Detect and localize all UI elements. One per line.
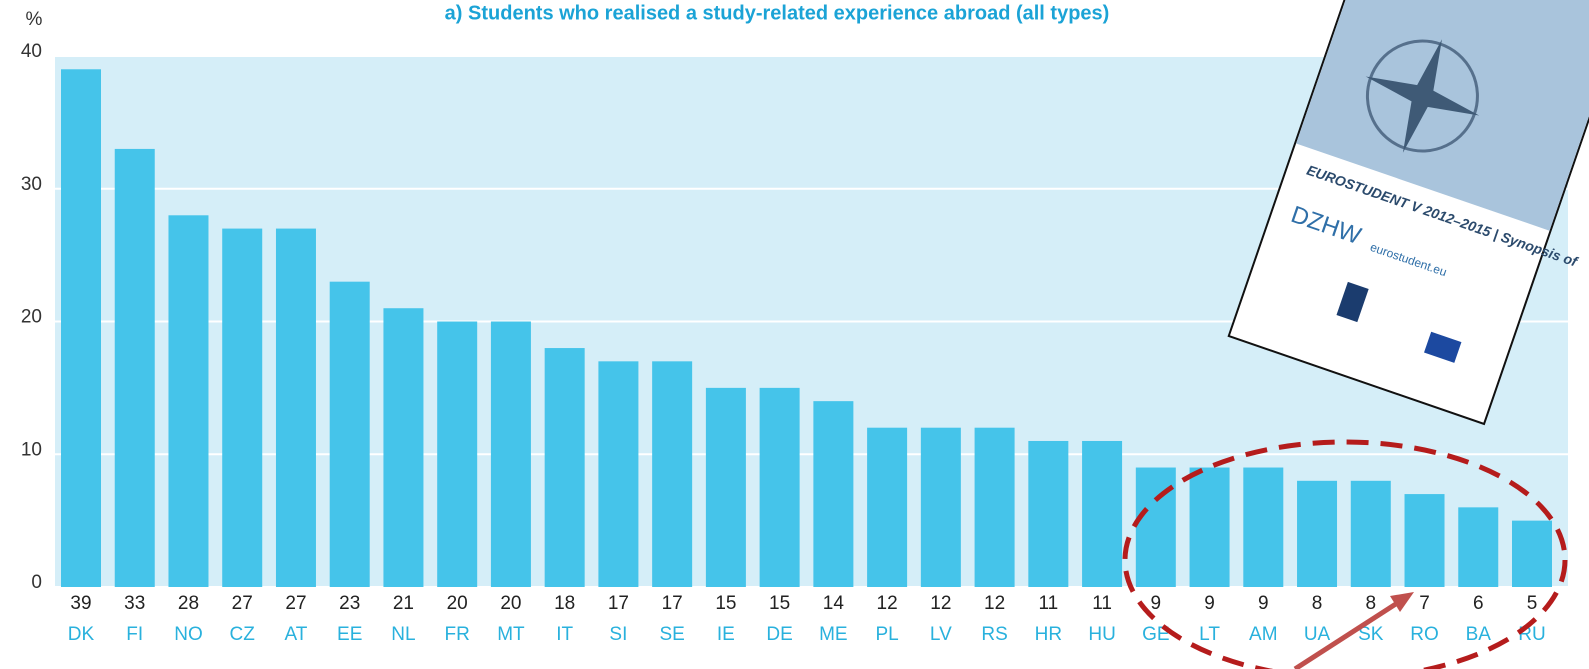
bar: [1405, 494, 1445, 587]
value-label: 27: [285, 593, 306, 614]
x-tick-label: CZ: [230, 624, 256, 645]
bar: [1136, 468, 1176, 587]
x-tick-label: HU: [1088, 624, 1115, 645]
bar: [222, 229, 262, 587]
y-tick-label: 20: [21, 307, 42, 328]
x-tick-label: IE: [717, 624, 735, 645]
value-label: 7: [1419, 593, 1430, 614]
bar: [437, 322, 477, 588]
y-tick-label: 40: [21, 41, 42, 62]
bar: [921, 428, 961, 587]
x-tick-label: PL: [875, 624, 898, 645]
x-tick-label: MT: [497, 624, 525, 645]
value-label: 27: [232, 593, 253, 614]
value-label: 28: [178, 593, 199, 614]
x-tick-label: NO: [174, 624, 203, 645]
bar: [760, 388, 800, 587]
bar: [276, 229, 316, 587]
value-label: 12: [984, 593, 1005, 614]
bar: [1082, 441, 1122, 587]
y-axis-label: %: [26, 9, 43, 30]
bar: [1458, 507, 1498, 587]
value-label: 12: [877, 593, 898, 614]
bar: [1351, 481, 1391, 587]
value-label: 18: [554, 593, 575, 614]
value-label: 12: [930, 593, 951, 614]
bar: [1512, 521, 1552, 587]
bar: [383, 308, 423, 587]
value-label: 15: [715, 593, 736, 614]
x-tick-label: DE: [766, 624, 792, 645]
x-tick-label: FI: [126, 624, 143, 645]
value-label: 11: [1092, 593, 1112, 614]
value-label: 39: [70, 593, 91, 614]
bar: [115, 149, 155, 587]
bar: [61, 69, 101, 587]
value-label: 14: [823, 593, 845, 614]
x-tick-label: BA: [1466, 624, 1492, 645]
bar: [813, 401, 853, 587]
bar: [598, 361, 638, 587]
chart-title: a) Students who realised a study-related…: [445, 2, 1110, 24]
x-tick-label: SE: [659, 624, 684, 645]
x-tick-label: EE: [337, 624, 362, 645]
value-label: 20: [500, 593, 521, 614]
bar: [867, 428, 907, 587]
value-label: 11: [1038, 593, 1058, 614]
chart: a) Students who realised a study-related…: [0, 0, 1589, 669]
x-tick-label: AT: [285, 624, 308, 645]
x-tick-label: IT: [556, 624, 573, 645]
x-tick-label: SI: [609, 624, 627, 645]
value-label: 17: [608, 593, 629, 614]
value-label: 33: [124, 593, 145, 614]
bar: [1028, 441, 1068, 587]
bar: [491, 322, 531, 588]
value-label: 6: [1473, 593, 1484, 614]
x-tick-label: RO: [1410, 624, 1439, 645]
x-tick-label: RS: [981, 624, 1007, 645]
y-tick-label: 0: [31, 572, 42, 593]
bar: [652, 361, 692, 587]
y-tick-label: 10: [21, 439, 42, 460]
value-label: 15: [769, 593, 790, 614]
y-tick-label: 30: [21, 174, 42, 195]
bar: [706, 388, 746, 587]
x-tick-label: UA: [1304, 624, 1331, 645]
value-label: 23: [339, 593, 360, 614]
value-label: 20: [447, 593, 468, 614]
value-label: 8: [1312, 593, 1323, 614]
value-label: 21: [393, 593, 414, 614]
value-label: 9: [1204, 593, 1215, 614]
x-tick-label: AM: [1249, 624, 1278, 645]
x-tick-label: LV: [930, 624, 952, 645]
value-label: 5: [1527, 593, 1538, 614]
x-tick-label: FR: [445, 624, 470, 645]
x-tick-label: DK: [68, 624, 95, 645]
value-label: 8: [1365, 593, 1376, 614]
arrow-head: [1390, 592, 1414, 612]
bar: [975, 428, 1015, 587]
x-tick-label: LT: [1199, 624, 1220, 645]
bar: [330, 282, 370, 587]
bar: [168, 215, 208, 587]
x-tick-label: NL: [391, 624, 415, 645]
bar: [545, 348, 585, 587]
bar: [1297, 481, 1337, 587]
value-label: 9: [1258, 593, 1269, 614]
bar: [1243, 468, 1283, 587]
value-label: 9: [1151, 593, 1162, 614]
bar: [1190, 468, 1230, 587]
x-tick-label: ME: [819, 624, 848, 645]
value-label: 17: [662, 593, 683, 614]
x-tick-label: HR: [1035, 624, 1062, 645]
